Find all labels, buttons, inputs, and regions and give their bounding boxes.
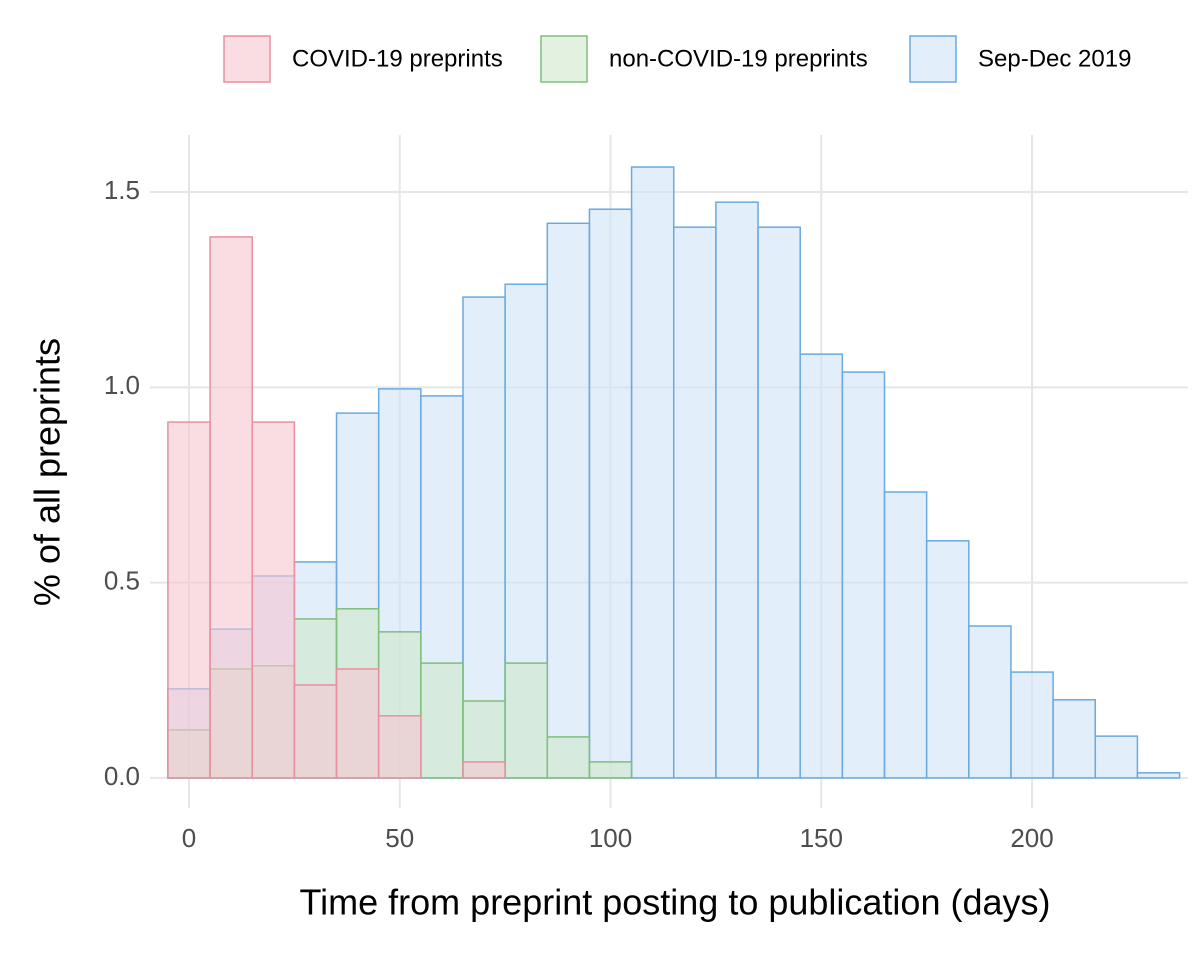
histogram-bar <box>209 236 253 779</box>
x-axis-title: Time from preprint posting to publicatio… <box>300 882 1051 923</box>
histogram-bar <box>377 715 422 779</box>
legend-label: Sep-Dec 2019 <box>978 45 1131 72</box>
histogram-bar <box>799 353 844 779</box>
histogram-bar <box>841 371 886 779</box>
y-tick-label: 1.5 <box>104 175 140 205</box>
legend-swatch <box>540 35 588 83</box>
y-tick-label: 1.0 <box>104 370 140 400</box>
legend-label: non-COVID-19 preprints <box>609 45 868 72</box>
histogram-bar <box>251 421 296 779</box>
x-tick-label: 0 <box>182 823 196 853</box>
histogram-bar <box>672 226 717 779</box>
histogram-bar <box>420 662 464 779</box>
x-tick-label: 200 <box>1010 823 1053 853</box>
histogram-bar <box>588 208 633 779</box>
histogram-bar <box>1136 772 1181 779</box>
histogram-bar <box>167 421 211 779</box>
histogram-bar <box>546 222 591 779</box>
legend-label: COVID-19 preprints <box>292 45 503 72</box>
histogram-bar <box>968 625 1012 779</box>
histogram-bar <box>1052 699 1097 779</box>
x-tick-label: 100 <box>589 823 632 853</box>
histogram-bar <box>588 761 633 779</box>
x-tick-label: 50 <box>385 823 414 853</box>
histogram-bar <box>1010 671 1054 779</box>
x-tick-label: 150 <box>800 823 843 853</box>
histogram-bar <box>335 668 380 779</box>
histogram-bar <box>630 166 675 779</box>
y-tick-label: 0.5 <box>104 566 140 596</box>
histogram-bar <box>715 201 759 779</box>
legend-swatch <box>909 35 957 83</box>
histogram-bar <box>546 736 591 779</box>
histogram-bar <box>883 491 928 779</box>
y-axis-title: % of all preprints <box>27 338 68 606</box>
histogram-bar <box>757 226 801 779</box>
histogram-bar <box>462 761 506 779</box>
histogram-bar <box>293 684 338 779</box>
histogram-bar <box>504 662 549 779</box>
histogram-bar <box>925 540 970 779</box>
legend-swatch <box>223 35 271 83</box>
histogram-bar <box>1094 735 1139 779</box>
histogram-bar <box>462 296 506 779</box>
y-tick-label: 0.0 <box>104 761 140 791</box>
